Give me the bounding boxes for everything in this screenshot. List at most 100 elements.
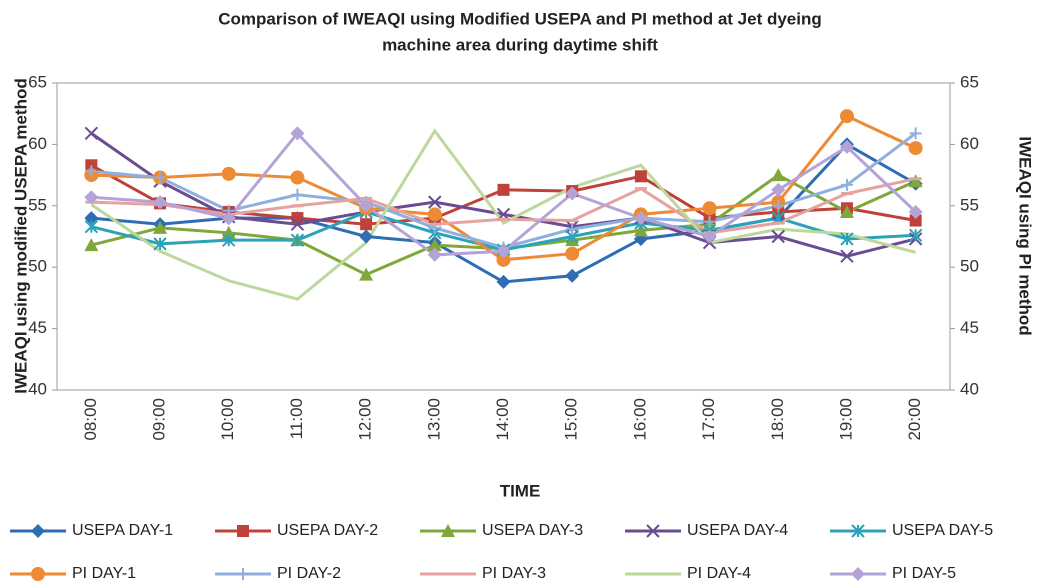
chart-title: Comparison of IWEAQI using Modified USEP… <box>218 9 822 28</box>
marker <box>497 183 510 196</box>
x-tick-label: 11:00 <box>287 398 306 439</box>
marker <box>291 188 304 201</box>
marker <box>290 170 305 185</box>
marker <box>427 238 442 252</box>
marker <box>771 229 785 244</box>
y-tick-label: 65 <box>28 72 47 91</box>
marker <box>565 268 580 283</box>
marker <box>565 246 580 261</box>
marker <box>84 126 99 141</box>
x-axis-title: TIME <box>500 481 541 500</box>
y-tick-label: 55 <box>28 195 47 214</box>
marker <box>31 567 45 581</box>
marker <box>840 232 854 246</box>
marker <box>221 166 236 181</box>
marker <box>703 215 716 228</box>
marker <box>221 211 236 226</box>
marker <box>908 174 923 188</box>
marker <box>153 237 167 251</box>
y2-axis-title: IWEAQI using PI method <box>1016 136 1035 335</box>
marker <box>839 109 854 124</box>
marker <box>441 524 455 537</box>
series-line <box>90 128 917 301</box>
legend-item: PI DAY-2 <box>215 565 341 582</box>
x-tick-label: 12:00 <box>356 398 375 441</box>
marker <box>237 525 249 537</box>
x-tick-label: 13:00 <box>424 398 443 441</box>
plot-area <box>56 82 951 391</box>
marker <box>290 126 305 141</box>
marker <box>908 204 923 219</box>
marker <box>909 214 922 227</box>
y-tick-label: 40 <box>28 379 47 398</box>
legend-label: USEPA DAY-3 <box>482 522 583 539</box>
y2-tick-label: 50 <box>960 257 979 276</box>
marker <box>31 524 45 538</box>
marker <box>633 223 648 237</box>
legend-item: PI DAY-5 <box>830 565 956 582</box>
legend-label: PI DAY-3 <box>482 565 546 582</box>
marker <box>85 159 98 172</box>
marker <box>840 249 854 263</box>
legend-item: USEPA DAY-1 <box>10 522 173 539</box>
marker <box>290 217 305 231</box>
x-tick-label: 19:00 <box>836 398 855 441</box>
marker <box>909 127 922 140</box>
legend-item: PI DAY-3 <box>420 565 546 582</box>
y2-tick-label: 55 <box>960 195 979 214</box>
marker <box>153 220 168 234</box>
marker <box>359 229 374 244</box>
marker <box>359 198 374 213</box>
marker <box>839 139 854 154</box>
marker <box>237 568 249 580</box>
marker <box>222 233 236 247</box>
y2-tick-label: 65 <box>960 72 979 91</box>
marker <box>851 567 865 581</box>
legend-item: USEPA DAY-5 <box>830 522 993 539</box>
y-tick-label: 45 <box>28 318 47 337</box>
legend-label: PI DAY-2 <box>277 565 341 582</box>
marker <box>702 229 717 244</box>
marker <box>84 211 99 226</box>
marker <box>427 247 442 262</box>
marker <box>839 204 854 218</box>
legend-label: USEPA DAY-2 <box>277 522 378 539</box>
marker <box>771 182 786 197</box>
y-tick-label: 60 <box>28 134 47 153</box>
legend-item: PI DAY-4 <box>625 565 751 582</box>
marker <box>428 195 442 209</box>
x-tick-label: 08:00 <box>81 398 100 441</box>
marker <box>84 238 99 252</box>
legend-item: USEPA DAY-4 <box>625 522 788 539</box>
y-tick-label: 50 <box>28 257 47 276</box>
marker <box>566 223 579 236</box>
marker <box>154 171 167 184</box>
legend-item: USEPA DAY-3 <box>420 522 583 539</box>
marker <box>633 211 648 226</box>
legend-label: PI DAY-5 <box>892 565 956 582</box>
marker <box>496 244 511 259</box>
marker <box>771 168 786 182</box>
legend-label: USEPA DAY-4 <box>687 522 788 539</box>
legend-label: USEPA DAY-5 <box>892 522 993 539</box>
marker <box>84 219 99 234</box>
chart-title: machine area during daytime shift <box>382 35 658 54</box>
marker <box>153 195 168 210</box>
legend-label: PI DAY-4 <box>687 565 751 582</box>
x-tick-label: 15:00 <box>562 398 581 441</box>
marker <box>496 274 511 289</box>
legend-item: USEPA DAY-2 <box>215 522 378 539</box>
legend-label: PI DAY-1 <box>72 565 136 582</box>
marker <box>702 201 717 216</box>
x-tick-label: 10:00 <box>218 398 237 441</box>
marker <box>772 199 785 212</box>
legend-item: PI DAY-1 <box>10 565 136 582</box>
legend-label: USEPA DAY-1 <box>72 522 173 539</box>
marker <box>427 207 442 222</box>
marker <box>851 524 865 538</box>
marker <box>496 252 511 267</box>
y2-tick-label: 60 <box>960 134 979 153</box>
marker <box>291 212 304 225</box>
marker <box>908 228 923 242</box>
